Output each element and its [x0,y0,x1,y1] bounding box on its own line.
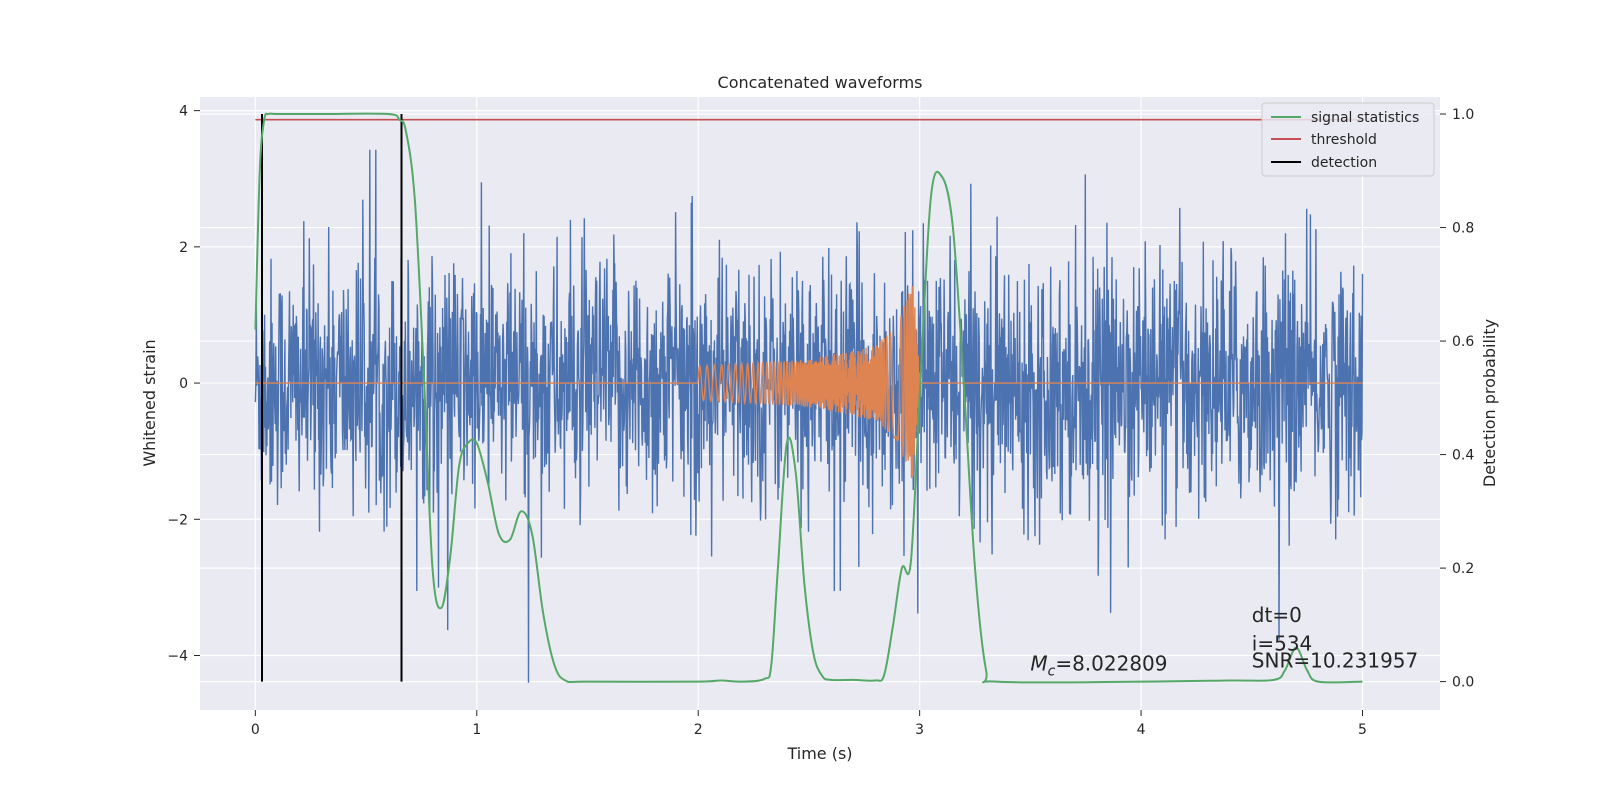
y-tick-label: 0 [179,376,188,392]
legend-label-signal-statistics: signal statistics [1311,110,1419,126]
x-tick-label: 4 [1137,722,1146,738]
legend: signal statistics threshold detection [1261,102,1435,177]
y2-tick-label: 0.2 [1452,561,1474,577]
y-tick-label: 4 [179,104,188,120]
y-tick-label: −4 [167,649,188,665]
chart-title: Concatenated waveforms [718,73,923,92]
x-tick-label: 3 [915,722,924,738]
x-axis-label: Time (s) [786,744,852,763]
annotation-text: i=534 [1252,631,1313,655]
x-tick-label: 5 [1358,722,1367,738]
x-tick-label: 1 [472,722,481,738]
y2-tick-label: 0.4 [1452,448,1474,464]
annotation-text: SNR=10.231957 [1252,648,1418,672]
x-tick-label: 2 [694,722,703,738]
legend-label-threshold: threshold [1311,132,1377,148]
series-signal-statistics [254,112,1363,684]
annotation-text: Mc=8.022809 [1030,651,1167,679]
y2-axis-label: Detection probability [1480,319,1499,487]
y2-tick-label: 0.6 [1452,334,1474,350]
y2-tick-label: 0.8 [1452,221,1474,237]
y-axis-label: Whitened strain [140,339,159,466]
y2-tick-label: 1.0 [1452,107,1474,123]
legend-box [1261,102,1435,177]
plot-area [254,112,1364,684]
tick-labels: 0 1 2 3 4 5 −4 −2 0 2 4 0.0 0.2 0.4 0.6 0.8 1.0 [167,104,1474,738]
x-tick-label: 0 [251,722,260,738]
y-tick-label: −2 [167,512,188,528]
legend-label-detection: detection [1311,155,1377,171]
y-tick-label: 2 [179,240,188,256]
annotation-text: dt=0 [1252,603,1302,627]
y2-tick-label: 0.0 [1452,675,1474,691]
series-template [255,286,1363,479]
